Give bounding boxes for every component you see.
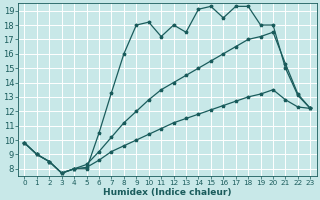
X-axis label: Humidex (Indice chaleur): Humidex (Indice chaleur) <box>103 188 232 197</box>
